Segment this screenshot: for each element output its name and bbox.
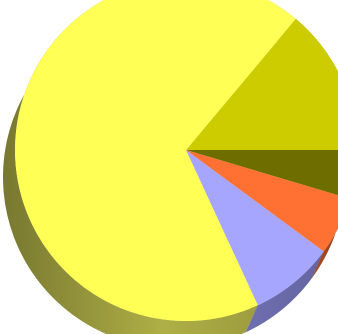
pie-top-layer xyxy=(15,0,338,321)
pie-slice-2 xyxy=(15,0,296,321)
pie-slice-3 xyxy=(186,150,324,306)
pie-slice-0 xyxy=(186,150,338,196)
pie-slice-4 xyxy=(186,150,338,252)
pie-slice-1 xyxy=(186,18,338,150)
